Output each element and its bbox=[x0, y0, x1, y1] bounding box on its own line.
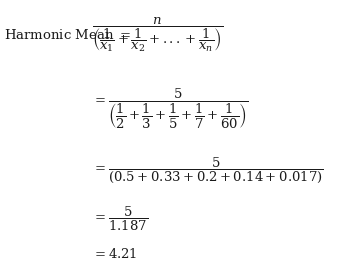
Text: Harmonic Mean $=$: Harmonic Mean $=$ bbox=[4, 28, 131, 42]
Text: $=\dfrac{5}{\left(\dfrac{1}{2}+\dfrac{1}{3}+\dfrac{1}{5}+\dfrac{1}{7}+\dfrac{1}{: $=\dfrac{5}{\left(\dfrac{1}{2}+\dfrac{1}… bbox=[92, 88, 249, 131]
Text: $=\dfrac{5}{1.187}$: $=\dfrac{5}{1.187}$ bbox=[92, 205, 148, 233]
Text: $=\dfrac{5}{(0.5+0.33+0.2+0.14+0.017)}$: $=\dfrac{5}{(0.5+0.33+0.2+0.14+0.017)}$ bbox=[92, 156, 324, 186]
Text: $=4.21$: $=4.21$ bbox=[92, 247, 138, 261]
Text: $\dfrac{n}{\left(\dfrac{1}{x_1}+\dfrac{1}{x_2}+...+\dfrac{1}{x_n}\right)}$: $\dfrac{n}{\left(\dfrac{1}{x_1}+\dfrac{1… bbox=[92, 15, 224, 54]
